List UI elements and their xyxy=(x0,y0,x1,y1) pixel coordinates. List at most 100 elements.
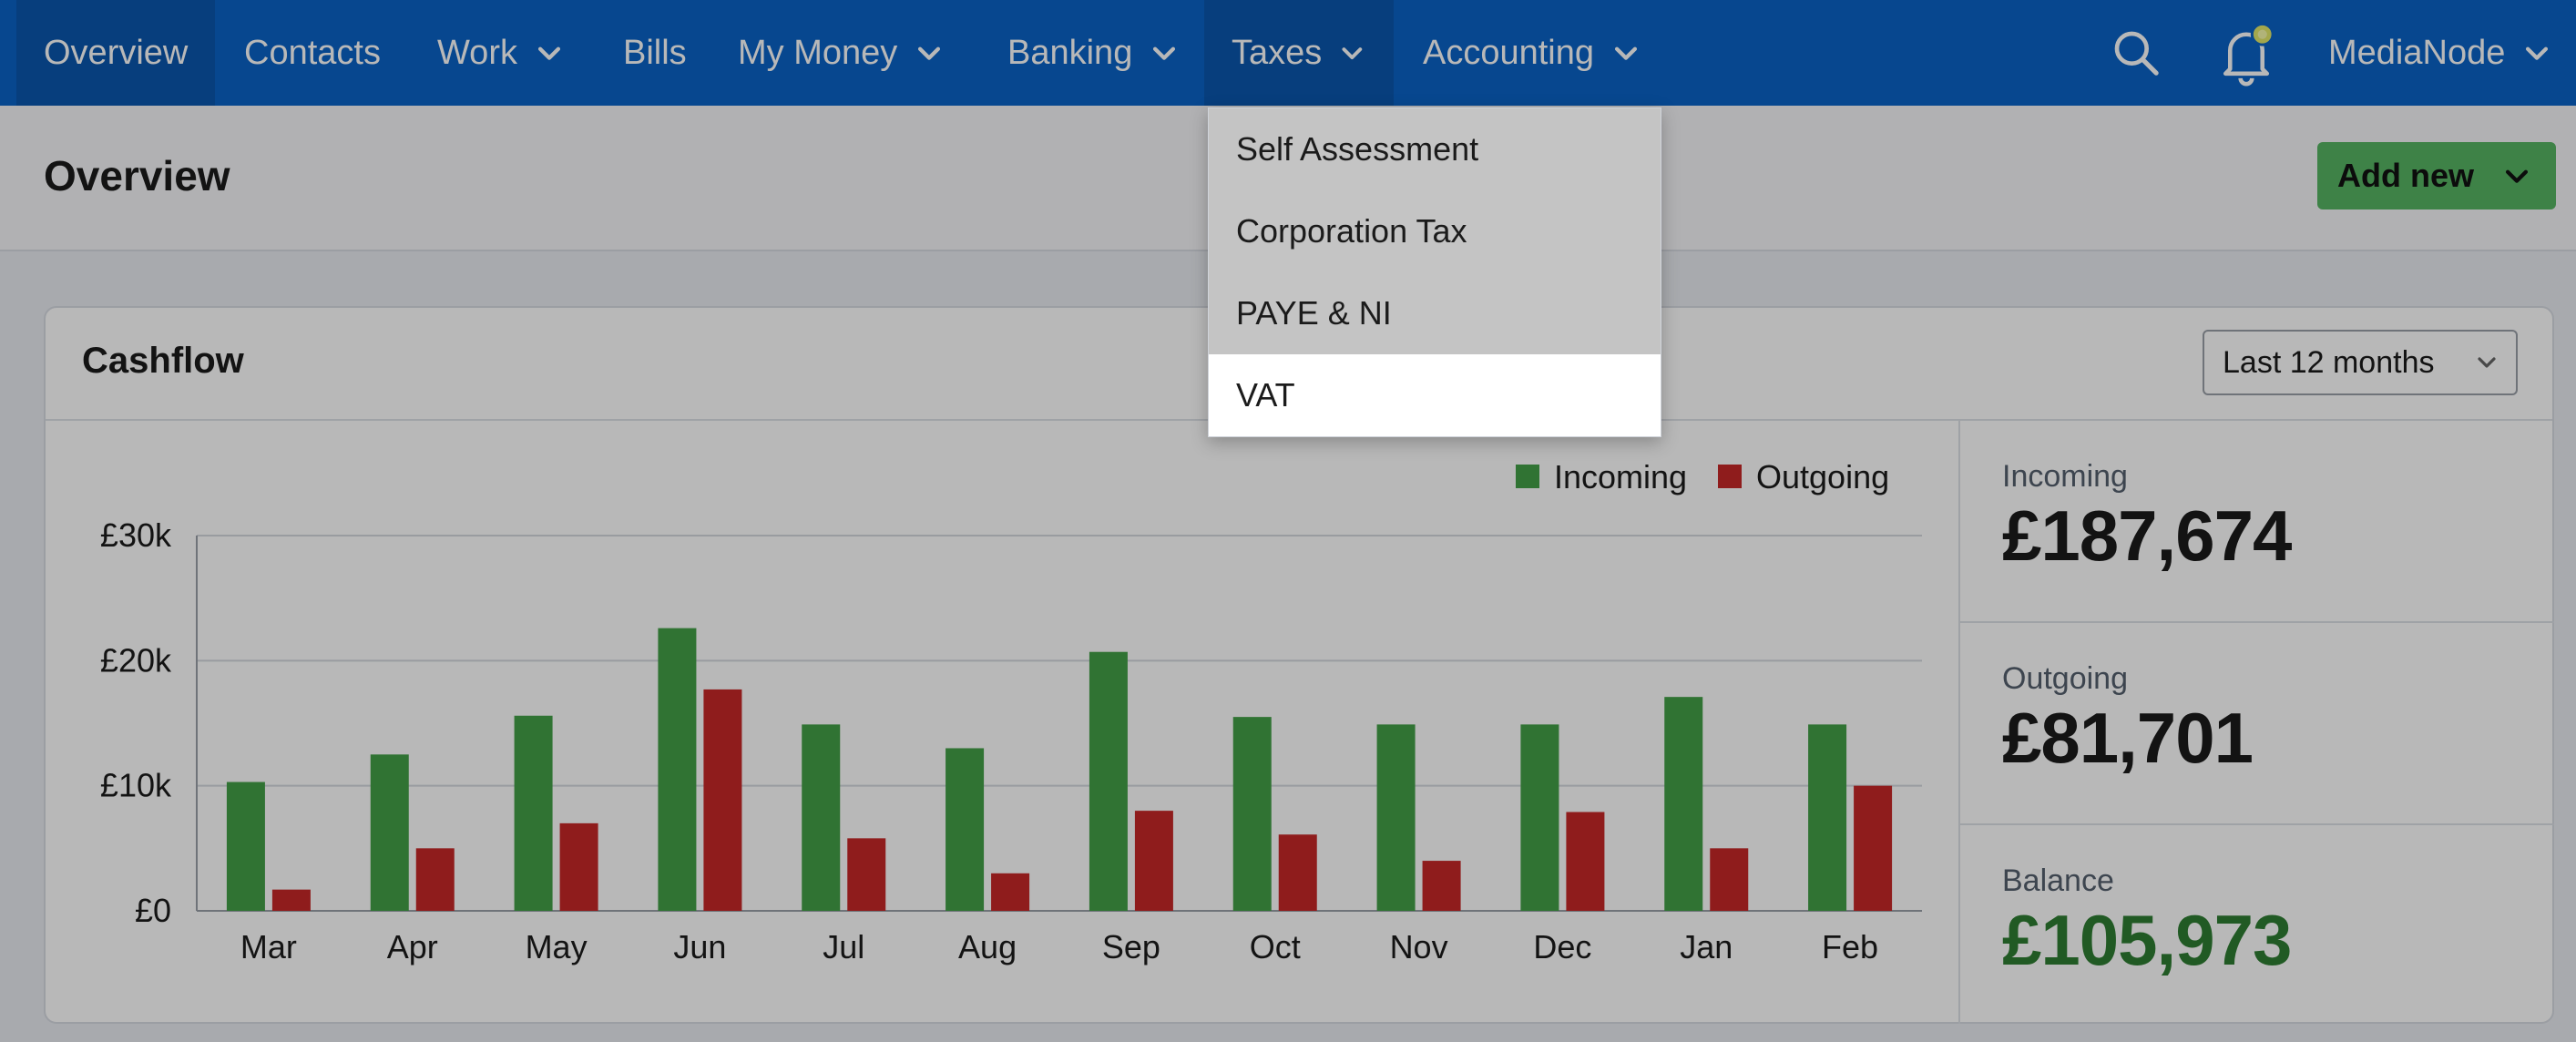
chevron-down-icon xyxy=(2526,46,2549,60)
notifications-button[interactable] xyxy=(2210,0,2283,106)
menu-item-vat[interactable]: VAT xyxy=(1209,354,1661,436)
page-title: Overview xyxy=(44,152,230,199)
outgoing-bar xyxy=(703,689,742,911)
nav-taxes[interactable]: Taxes xyxy=(1204,0,1394,106)
cashflow-chart: £0 £10k £20k £30k Mar Apr May Jun Jul Aug Sep Oct No… xyxy=(100,458,1922,965)
nav-overview-label: Overview xyxy=(44,33,189,72)
outgoing-bar xyxy=(1710,848,1749,911)
nav-accounting-label: Accounting xyxy=(1423,33,1595,72)
nav-overview[interactable]: Overview xyxy=(16,0,216,106)
menu-item-label: PAYE & NI xyxy=(1236,294,1392,332)
y-tick-label: £20k xyxy=(100,641,172,679)
incoming-bar xyxy=(1664,697,1703,911)
legend-swatch xyxy=(1718,465,1742,488)
chevron-down-icon xyxy=(537,46,561,60)
cashflow-title: Cashflow xyxy=(82,341,244,381)
chevron-down-icon xyxy=(1342,47,1363,60)
stats-divider xyxy=(1958,419,1960,1024)
outgoing-bar xyxy=(1278,834,1317,911)
outgoing-bar xyxy=(1854,785,1893,911)
x-tick-label: Dec xyxy=(1533,928,1591,965)
x-tick-label: Oct xyxy=(1250,928,1301,965)
period-value: Last 12 months xyxy=(2223,344,2435,380)
y-tick-label: £0 xyxy=(135,892,171,929)
incoming-bar xyxy=(226,782,265,911)
incoming-bar xyxy=(1520,724,1559,911)
x-tick-label: Mar xyxy=(240,928,297,965)
top-navigation: Overview Contacts Work Bills My Money Ba… xyxy=(0,0,2576,106)
menu-item-label: Self Assessment xyxy=(1236,130,1479,168)
nav-my-money-label: My Money xyxy=(738,33,898,72)
add-new-label: Add new xyxy=(2337,157,2474,194)
taxes-dropdown-menu: Self Assessment Corporation Tax PAYE & N… xyxy=(1208,107,1661,437)
legend-swatch xyxy=(1516,465,1539,488)
legend-label: Incoming xyxy=(1554,458,1687,495)
outgoing-stat: Outgoing £81,701 xyxy=(2002,661,2254,780)
nav-bills-label: Bills xyxy=(623,33,687,72)
incoming-bar xyxy=(370,754,409,911)
stat-separator xyxy=(1960,621,2554,623)
outgoing-bar xyxy=(847,838,886,911)
x-tick-label: Jan xyxy=(1680,928,1733,965)
outgoing-bar xyxy=(1134,811,1173,911)
outgoing-bar xyxy=(991,873,1030,911)
incoming-stat-label: Incoming xyxy=(2002,459,2128,494)
search-icon xyxy=(2114,31,2159,76)
search-button[interactable] xyxy=(2104,0,2168,106)
outgoing-bar xyxy=(271,889,311,911)
incoming-stat: Incoming £187,674 xyxy=(2002,459,2292,577)
chevron-down-icon xyxy=(2505,169,2529,183)
chevron-down-icon xyxy=(1614,46,1638,60)
nav-taxes-label: Taxes xyxy=(1232,33,1323,72)
x-tick-label: Jul xyxy=(823,928,864,965)
cashflow-header: Cashflow Last 12 months xyxy=(46,308,2552,421)
outgoing-bar xyxy=(559,822,598,911)
x-tick-label: Feb xyxy=(1822,928,1878,965)
nav-banking[interactable]: Banking xyxy=(980,0,1207,106)
incoming-stat-value: £187,674 xyxy=(2002,495,2292,576)
outgoing-bar xyxy=(1422,861,1461,911)
balance-stat-label: Balance xyxy=(2002,863,2114,898)
add-new-button[interactable]: Add new xyxy=(2317,142,2556,209)
x-tick-label: Aug xyxy=(958,928,1017,965)
x-tick-label: Nov xyxy=(1390,928,1448,965)
incoming-bar xyxy=(658,628,697,911)
x-tick-label: May xyxy=(526,928,588,965)
incoming-bar xyxy=(1232,717,1272,911)
outgoing-bar xyxy=(1566,812,1605,911)
outgoing-stat-value: £81,701 xyxy=(2002,698,2254,778)
y-tick-label: £30k xyxy=(100,516,172,554)
account-menu[interactable]: MediaNode xyxy=(2301,0,2576,106)
incoming-bar xyxy=(946,748,985,911)
incoming-bar xyxy=(802,724,841,911)
menu-item-corporation-tax[interactable]: Corporation Tax xyxy=(1209,190,1661,272)
nav-my-money[interactable]: My Money xyxy=(710,0,972,106)
incoming-bar xyxy=(1376,724,1416,911)
incoming-bar xyxy=(1089,651,1128,911)
bell-icon xyxy=(2223,22,2274,87)
x-tick-label: Apr xyxy=(387,928,438,965)
incoming-bar xyxy=(1808,724,1847,911)
chevron-down-icon xyxy=(1153,46,1176,60)
menu-item-label: Corporation Tax xyxy=(1236,212,1467,250)
balance-stat: Balance £105,973 xyxy=(2002,863,2292,982)
x-tick-label: Sep xyxy=(1102,928,1160,965)
nav-work-label: Work xyxy=(437,33,517,72)
nav-work[interactable]: Work xyxy=(410,0,592,106)
account-name: MediaNode xyxy=(2328,33,2506,72)
stat-separator xyxy=(1960,823,2554,825)
nav-contacts-label: Contacts xyxy=(244,33,381,72)
nav-dim-overlay xyxy=(0,0,2576,106)
nav-bills[interactable]: Bills xyxy=(596,0,714,106)
x-tick-label: Jun xyxy=(673,928,726,965)
menu-item-self-assessment[interactable]: Self Assessment xyxy=(1209,108,1661,190)
nav-accounting[interactable]: Accounting xyxy=(1395,0,1669,106)
menu-item-label: VAT xyxy=(1236,376,1295,414)
cashflow-card: Cashflow Last 12 months £0 £10k £20k £30k Ma… xyxy=(44,306,2554,1024)
nav-contacts[interactable]: Contacts xyxy=(217,0,408,106)
nav-banking-label: Banking xyxy=(1007,33,1133,72)
menu-item-paye-ni[interactable]: PAYE & NI xyxy=(1209,272,1661,354)
outgoing-bar xyxy=(415,848,455,911)
outgoing-stat-label: Outgoing xyxy=(2002,661,2128,696)
period-select[interactable]: Last 12 months xyxy=(2203,330,2518,395)
